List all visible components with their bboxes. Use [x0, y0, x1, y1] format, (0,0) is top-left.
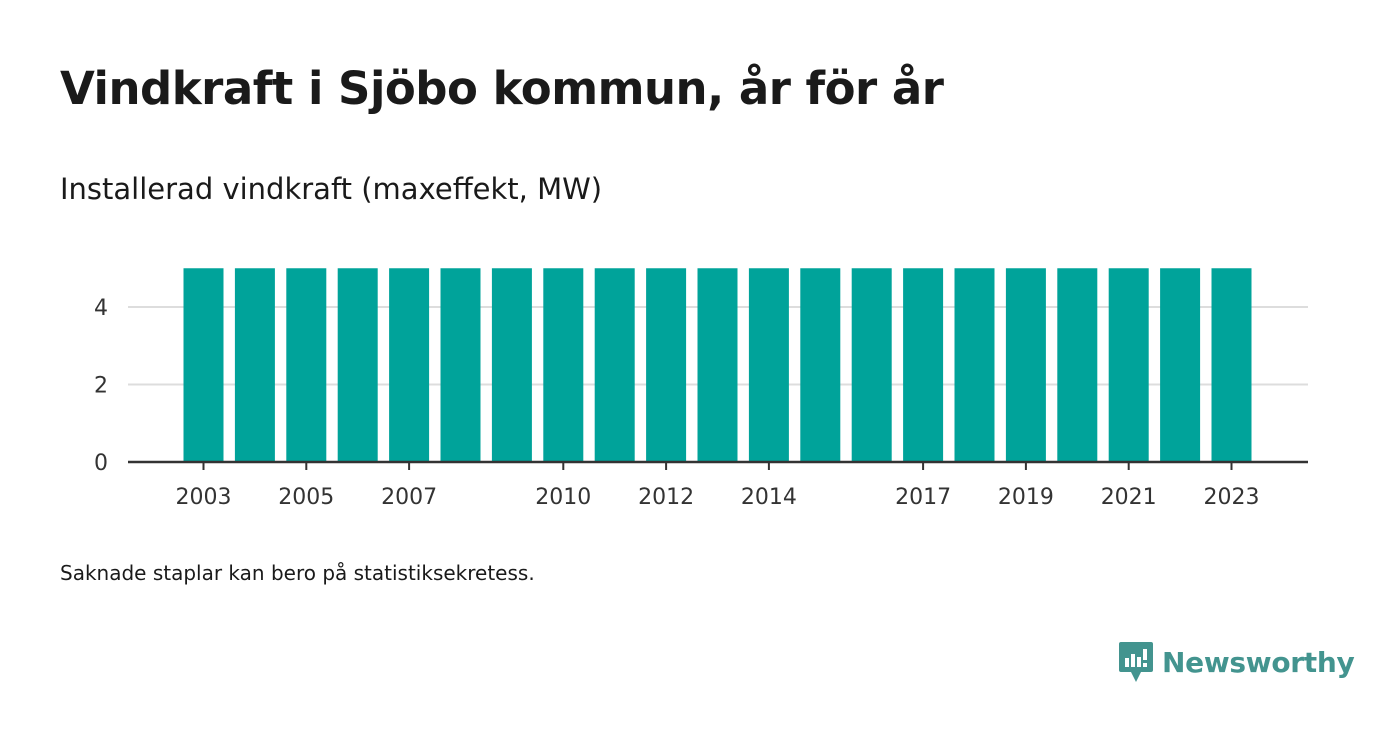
bar-2017	[903, 268, 944, 462]
x-tick-label: 2019	[998, 485, 1054, 510]
footnote: Saknade staplar kan bero på statistiksek…	[60, 561, 535, 585]
bar-2006	[337, 268, 378, 462]
bar-2020	[1057, 268, 1098, 462]
bar-2003	[183, 268, 224, 462]
x-tick-label: 2007	[381, 485, 437, 510]
brand-logo: Newsworthy	[1118, 640, 1355, 684]
bar-2013	[697, 268, 738, 462]
bar-2014	[748, 268, 789, 462]
bars	[183, 268, 1252, 462]
bar-chart: 0 2 4 2003 2005 2007 2010 2012 2014 2017 2019 2021…	[94, 268, 1308, 510]
bar-2008	[440, 268, 481, 462]
x-tick-label: 2003	[176, 485, 232, 510]
bar-2009	[491, 268, 532, 462]
bar-2022	[1160, 268, 1201, 462]
x-axis	[128, 460, 1308, 470]
bar-2004	[234, 268, 275, 462]
bar-2018	[954, 268, 995, 462]
y-tick-label: 2	[94, 374, 108, 399]
bar-2007	[389, 268, 430, 462]
bar-2023	[1211, 268, 1252, 462]
chart-title: Vindkraft i Sjöbo kommun, år för år	[60, 62, 944, 115]
bar-2016	[851, 268, 892, 462]
y-axis-labels: 0 2 4	[94, 296, 108, 476]
bar-2011	[594, 268, 635, 462]
bar-2021	[1108, 268, 1149, 462]
x-axis-labels: 2003 2005 2007 2010 2012 2014 2017 2019 2021 2023	[176, 485, 1260, 510]
x-tick-label: 2005	[278, 485, 334, 510]
y-tick-label: 0	[94, 451, 108, 476]
x-tick-label: 2021	[1101, 485, 1157, 510]
bar-2005	[286, 268, 327, 462]
brand-name: Newsworthy	[1162, 645, 1355, 679]
bar-2012	[646, 268, 687, 462]
y-tick-label: 4	[94, 296, 108, 321]
bar-2010	[543, 268, 584, 462]
x-tick-label: 2017	[895, 485, 951, 510]
x-tick-label: 2010	[535, 485, 591, 510]
x-tick-label: 2012	[638, 485, 694, 510]
x-tick-label: 2023	[1204, 485, 1260, 510]
chart-subtitle: Installerad vindkraft (maxeffekt, MW)	[60, 172, 603, 206]
bar-2019	[1005, 268, 1046, 462]
x-tick-label: 2014	[741, 485, 797, 510]
bar-2015	[800, 268, 841, 462]
newsworthy-logo-icon	[1119, 642, 1153, 682]
